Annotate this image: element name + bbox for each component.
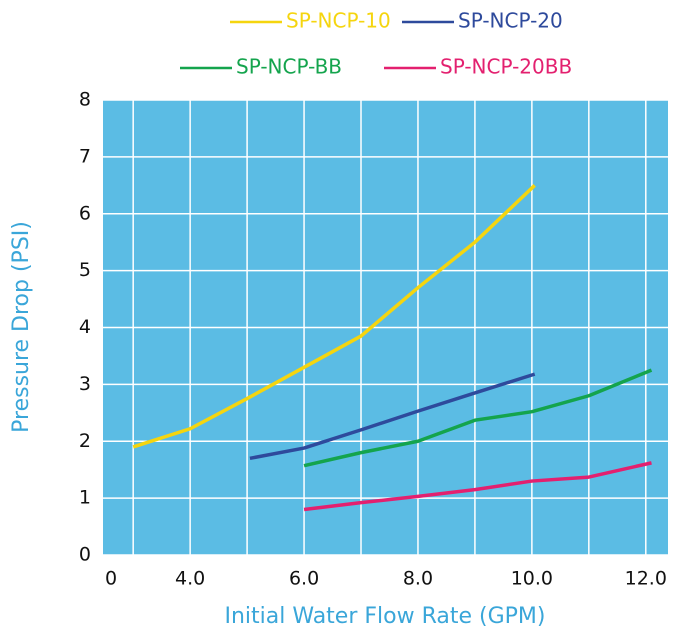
y-tick-label: 5 xyxy=(79,259,91,281)
x-tick-label: 4.0 xyxy=(175,568,205,590)
x-tick-label: 10.0 xyxy=(511,568,553,590)
x-tick-label: 12.0 xyxy=(625,568,667,590)
legend-label: SP-NCP-BB xyxy=(236,55,342,79)
legend-label: SP-NCP-20BB xyxy=(440,55,572,79)
y-tick-label: 7 xyxy=(79,145,91,167)
x-tick-label: 8.0 xyxy=(403,568,433,590)
y-tick-label: 3 xyxy=(79,373,91,395)
y-tick-label: 8 xyxy=(79,89,91,111)
y-tick-label: 6 xyxy=(79,202,91,224)
x-tick-label: 0 xyxy=(105,568,117,590)
x-axis-title: Initial Water Flow Rate (GPM) xyxy=(224,604,545,629)
series-line xyxy=(303,368,653,468)
legend-label: SP-NCP-10 xyxy=(286,9,391,33)
x-tick-label: 6.0 xyxy=(289,568,319,590)
y-tick-label: 2 xyxy=(79,430,91,452)
legend-label: SP-NCP-20 xyxy=(458,9,563,33)
y-tick-label: 4 xyxy=(79,316,91,338)
y-tick-label: 0 xyxy=(79,544,91,566)
series-line xyxy=(249,372,536,461)
series-line xyxy=(303,461,652,512)
series-line xyxy=(132,184,536,449)
y-axis-title: Pressure Drop (PSI) xyxy=(9,221,34,433)
y-tick-label: 1 xyxy=(79,487,91,509)
